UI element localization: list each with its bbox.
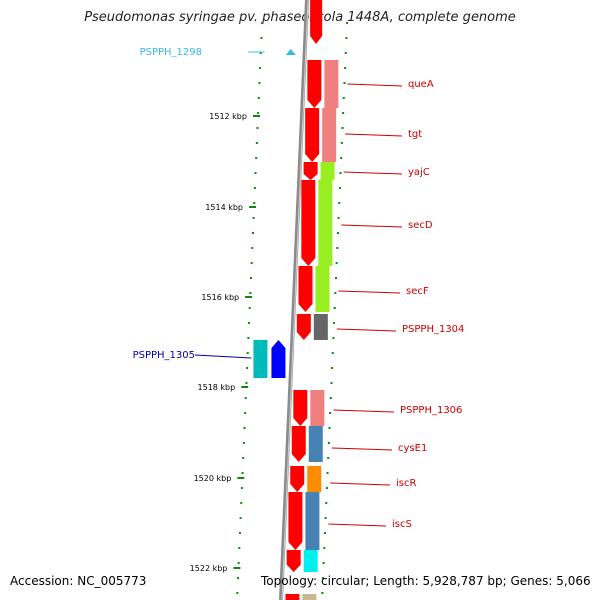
kbp-tick-label: 1520 kbp: [194, 474, 232, 483]
gene-label-iscS[interactable]: iscS: [392, 519, 412, 530]
gene-arrow-iscS[interactable]: [288, 492, 303, 550]
cog-block-iscR[interactable]: [307, 466, 322, 492]
cog-block-partial-bottom[interactable]: [302, 594, 317, 600]
kbp-tick-label: 1518 kbp: [198, 383, 236, 392]
cog-block-PSPPH_1304[interactable]: [313, 314, 328, 340]
kbp-tick-label: 1522 kbp: [190, 564, 228, 573]
kbp-tick-label: 1512 kbp: [209, 112, 247, 121]
kbp-tick-mark: [245, 296, 253, 298]
cog-block-yajC[interactable]: [320, 162, 335, 180]
gene-label-secD[interactable]: secD: [408, 220, 433, 231]
gene-label-PSPPH_1306[interactable]: PSPPH_1306: [400, 405, 462, 416]
gene-arrow-PSPPH_1304[interactable]: [296, 314, 311, 340]
gene-arrow-PSPPH_1306[interactable]: [293, 390, 308, 426]
kbp-tick-mark: [237, 477, 245, 479]
topology-text: Topology: circular; Length: 5,928,787 bp…: [261, 574, 591, 588]
gene-label-iscR[interactable]: iscR: [396, 478, 416, 489]
gene-label-PSPPH_1298[interactable]: PSPPH_1298: [140, 47, 202, 58]
gene-arrow-PSPPH_1305[interactable]: [271, 340, 286, 378]
genome-title: Pseudomonas syringae pv. phaseolicola 14…: [84, 10, 516, 25]
accession-text: Accession: NC_005773: [10, 574, 147, 588]
cog-block-PSPPH_1305[interactable]: [253, 340, 268, 378]
gene-label-cysE1[interactable]: cysE1: [398, 443, 427, 454]
gene-arrow-iscR[interactable]: [290, 466, 305, 492]
gene-arrow-yajC[interactable]: [303, 162, 318, 180]
gene-arrow-PSPPH_1298[interactable]: [285, 49, 296, 55]
gene-arrow-secF[interactable]: [298, 266, 313, 312]
gene-arrow-secD[interactable]: [301, 180, 316, 266]
gene-arrow-tgt[interactable]: [305, 108, 320, 162]
kbp-tick-label: 1514 kbp: [205, 203, 243, 212]
kbp-tick-mark: [241, 386, 249, 388]
cog-block-unnamed[interactable]: [303, 550, 318, 572]
cog-block-queA[interactable]: [324, 60, 339, 108]
gene-arrow-partial[interactable]: [310, 0, 323, 44]
kbp-tick-mark: [252, 115, 260, 117]
gene-arrow-queA[interactable]: [307, 60, 322, 108]
cog-block-secD[interactable]: [318, 180, 333, 266]
gene-arrow-partial-bottom[interactable]: [285, 594, 300, 600]
cog-block-cysE1[interactable]: [308, 426, 323, 462]
gene-label-secF[interactable]: secF: [406, 286, 429, 297]
genome-backbone: [279, 0, 309, 600]
right-dotted-guide: [321, 22, 349, 594]
cog-block-iscS[interactable]: [305, 492, 320, 550]
gene-label-PSPPH_1304[interactable]: PSPPH_1304: [402, 324, 464, 335]
kbp-tick-mark: [249, 206, 257, 208]
cog-block-PSPPH_1306[interactable]: [310, 390, 325, 426]
gene-label-queA[interactable]: queA: [408, 79, 434, 90]
cog-block-tgt[interactable]: [322, 108, 337, 162]
kbp-ruler: 1512 kbp 1514 kbp 1516 kbp 1518 kbp 1520 kbp…: [190, 112, 260, 573]
kbp-tick-label: 1516 kbp: [201, 293, 239, 302]
gene-arrow-cysE1[interactable]: [291, 426, 306, 462]
gene-label-tgt[interactable]: tgt: [408, 129, 422, 140]
gene-label-yajC[interactable]: yajC: [408, 167, 430, 178]
gene-label-PSPPH_1305[interactable]: PSPPH_1305: [133, 350, 195, 361]
gene-arrow-unnamed[interactable]: [286, 550, 301, 572]
cog-block-secF[interactable]: [315, 266, 330, 312]
left-dotted-guide: [236, 22, 264, 594]
kbp-tick-mark: [233, 567, 241, 569]
